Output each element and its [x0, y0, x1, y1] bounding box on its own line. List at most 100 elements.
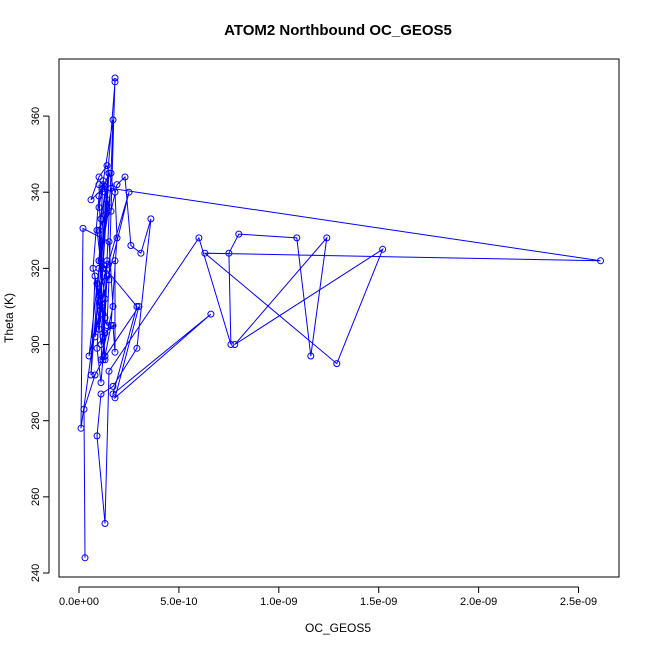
data-point — [101, 329, 109, 337]
data-point — [93, 280, 101, 288]
data-point — [207, 310, 215, 318]
data-point — [133, 344, 141, 352]
data-point — [85, 352, 93, 360]
data-point — [81, 554, 89, 562]
data-point — [80, 405, 88, 413]
data-point — [99, 310, 107, 318]
series-line — [80, 77, 601, 558]
data-point — [227, 341, 235, 348]
x-tick-label: 2.0e-09 — [460, 596, 497, 608]
data-point — [201, 249, 209, 257]
data-point — [103, 257, 111, 265]
data-point — [107, 184, 115, 192]
data-point — [91, 272, 99, 280]
data-point — [91, 333, 99, 341]
x-tick-label: 2.5e-09 — [560, 596, 597, 608]
data-point — [105, 238, 113, 246]
data-point — [121, 173, 129, 181]
plot-frame — [58, 58, 620, 578]
data-point — [597, 257, 604, 265]
data-point — [95, 257, 103, 265]
x-tick-label: 0.0e+00 — [59, 596, 99, 608]
data-point — [137, 249, 145, 257]
data-point — [125, 188, 133, 196]
data-point — [101, 295, 109, 303]
data-point — [111, 74, 119, 82]
series-points — [77, 74, 604, 562]
data-point — [101, 188, 109, 196]
data-point — [97, 356, 105, 364]
data-point — [97, 390, 105, 398]
y-tick-label: 260 — [30, 488, 42, 506]
data-point — [103, 196, 111, 204]
data-point — [89, 264, 97, 272]
data-point — [95, 204, 103, 211]
data-point — [93, 226, 101, 234]
data-point — [95, 192, 103, 200]
data-point — [103, 272, 111, 280]
data-point — [95, 226, 103, 234]
x-tick-label: 1.0e-09 — [260, 596, 297, 608]
data-point — [99, 184, 107, 192]
data-point — [109, 116, 117, 124]
data-point — [109, 322, 117, 329]
data-point — [111, 188, 119, 196]
data-point — [133, 303, 141, 310]
data-point — [95, 173, 103, 181]
data-point — [97, 379, 105, 387]
data-point — [307, 352, 315, 360]
x-axis-label: OC_GEOS5 — [305, 621, 371, 635]
data-point — [111, 394, 119, 402]
data-point — [111, 348, 119, 356]
data-point — [95, 325, 103, 333]
data-point — [109, 303, 117, 310]
data-point — [93, 344, 101, 352]
data-point — [109, 382, 117, 390]
data-point — [195, 234, 203, 242]
data-point — [79, 224, 87, 232]
data-point — [111, 257, 119, 265]
data-point — [101, 211, 109, 219]
data-point — [97, 215, 105, 223]
data-point — [293, 234, 301, 242]
data-point — [101, 352, 109, 360]
data-point — [105, 204, 113, 211]
data-point — [323, 234, 331, 242]
y-tick-label: 340 — [30, 183, 42, 201]
data-point — [333, 360, 341, 368]
data-point — [99, 264, 107, 272]
data-point — [99, 181, 107, 189]
data-point — [101, 520, 109, 527]
data-point — [91, 371, 99, 379]
y-tick-label: 280 — [30, 412, 42, 430]
data-point — [127, 242, 135, 249]
y-tick-label: 240 — [30, 564, 42, 582]
data-point — [105, 169, 113, 177]
data-point — [107, 169, 115, 177]
data-point — [107, 322, 115, 329]
data-point — [113, 234, 121, 242]
data-point — [101, 356, 109, 364]
data-point — [135, 303, 143, 310]
data-point — [379, 245, 387, 253]
data-point — [109, 390, 117, 398]
data-point — [105, 367, 113, 375]
data-point — [97, 341, 105, 348]
data-point — [97, 303, 105, 310]
data-point — [103, 261, 111, 269]
y-tick-label: 320 — [30, 259, 42, 277]
x-tick-label: 1.5e-09 — [360, 596, 397, 608]
data-point — [99, 177, 107, 185]
data-point — [111, 78, 119, 86]
x-tick-label: 5.0e-10 — [160, 596, 197, 608]
data-point — [87, 196, 95, 204]
data-point — [235, 230, 243, 238]
data-point — [93, 432, 101, 440]
data-point — [147, 215, 155, 223]
data-point — [95, 291, 103, 299]
data-point — [77, 424, 85, 432]
data-point — [87, 371, 95, 379]
data-point — [99, 333, 107, 341]
data-point — [103, 162, 111, 170]
data-point — [113, 181, 121, 189]
